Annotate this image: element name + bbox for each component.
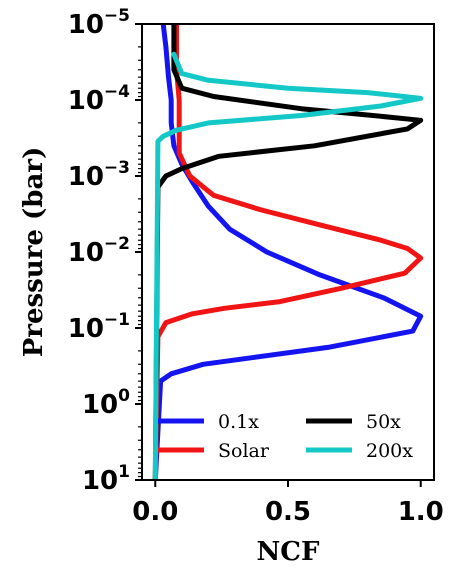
x-tick-label: 1.0 [398,497,444,527]
y-tick-label: 10−1 [68,310,130,344]
series-line-solar [152,24,424,480]
y-tick-label: 10−3 [68,158,130,192]
y-tick-label: 10−5 [68,6,130,40]
legend-label-0.1x: 0.1x [218,411,259,433]
plot-area [142,24,434,480]
x-tick-label: 0.0 [132,497,178,527]
y-tick-label: 101 [82,462,130,496]
x-axis-title: NCF [257,537,320,567]
legend-label-solar: Solar [218,440,270,462]
x-tick-label: 0.5 [265,497,311,527]
legend-label-50x: 50x [366,411,401,433]
y-axis-title: Pressure (bar) [19,147,49,358]
y-tick-label: 100 [82,386,130,420]
y-tick-label: 10−4 [68,82,130,116]
series-line-0.1x [152,24,424,480]
series-line-200x [152,51,424,480]
y-tick-label: 10−2 [68,234,130,268]
legend: 0.1x Solar 50x 200x [158,411,413,462]
series-layer [152,24,424,480]
legend-label-200x: 200x [366,440,413,462]
series-line-50x [152,24,424,480]
